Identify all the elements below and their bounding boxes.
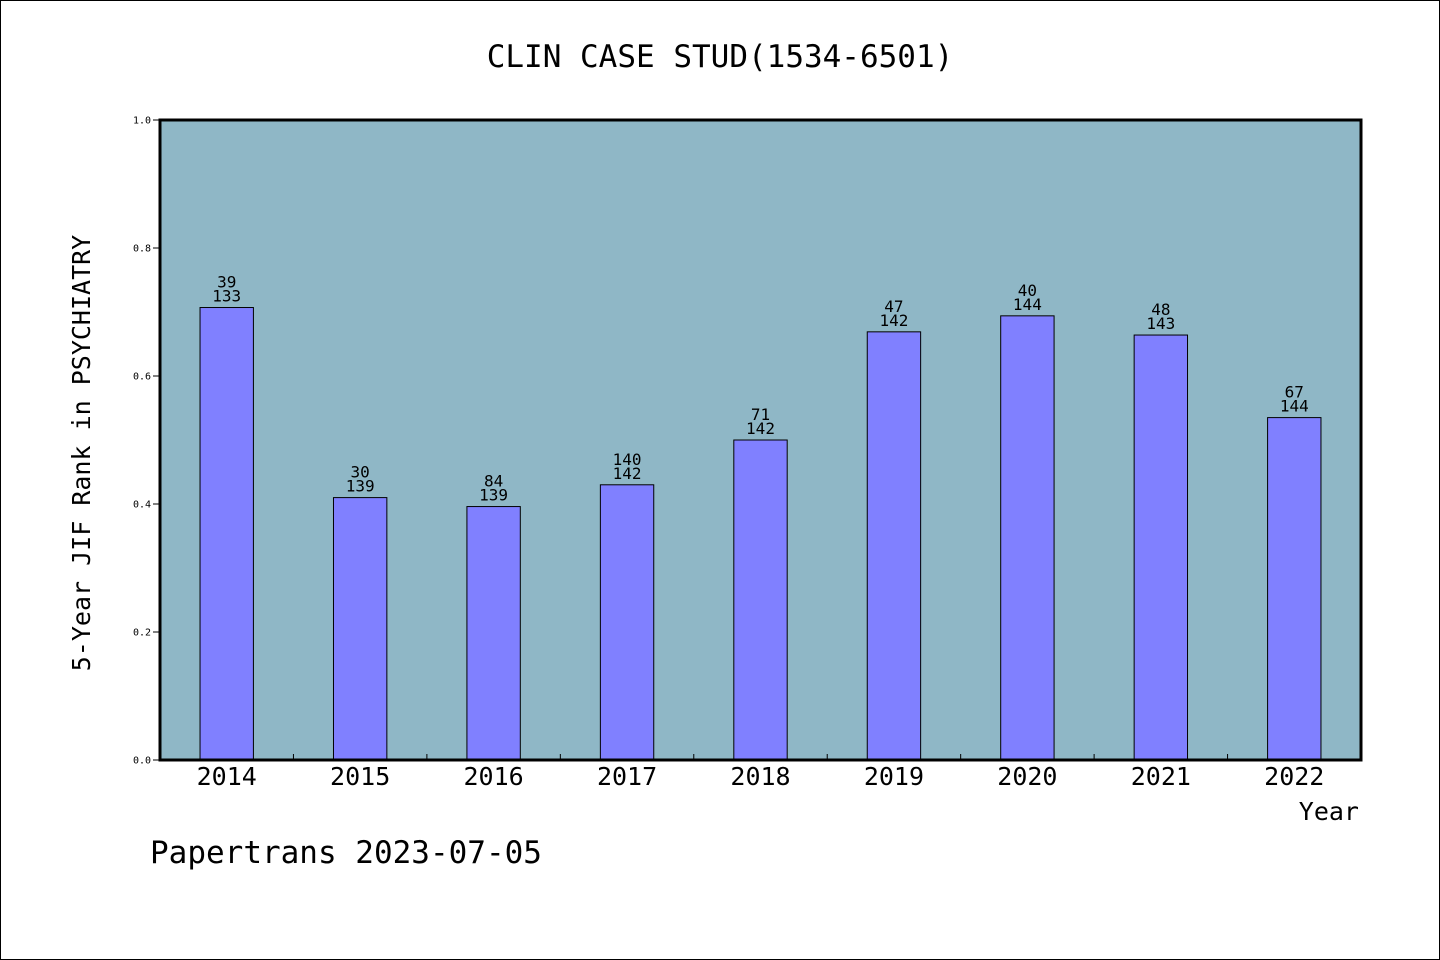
bar-total-label: 139: [479, 486, 508, 505]
bar: [466, 506, 521, 761]
bar-rank-label: 39: [217, 273, 236, 292]
y-tick-label: 0.0: [133, 756, 151, 767]
bar-rank-label: 71: [751, 405, 770, 424]
bar-rank-label: 140: [613, 450, 642, 469]
x-tick-label: 2015: [330, 762, 390, 791]
bar-total-label: 144: [1013, 295, 1042, 314]
y-axis-label: 5-Year JIF Rank in PSYCHIATRY: [67, 235, 96, 672]
bar-total-label: 133: [212, 287, 241, 306]
bar-rank-label: 40: [1018, 281, 1037, 300]
watermark: Papertrans 2023-07-05: [150, 835, 542, 871]
x-tick-label: 2016: [464, 762, 524, 791]
x-tick-label: 2020: [997, 762, 1057, 791]
chart-title: CLIN CASE STUD(1534-6501): [487, 39, 954, 75]
bar-rank-label: 48: [1151, 300, 1170, 319]
x-axis-label: Year: [1299, 797, 1359, 826]
x-tick-label: 2014: [197, 762, 257, 791]
y-tick-label: 0.4: [133, 500, 151, 511]
bar-rank-label: 30: [351, 463, 370, 482]
bar-total-label: 143: [1146, 314, 1175, 333]
bar: [866, 331, 922, 761]
bar: [332, 497, 388, 761]
x-tick-label: 2019: [864, 762, 924, 791]
y-tick-label: 0.6: [133, 372, 151, 383]
bar: [733, 439, 788, 761]
y-tick-label: 0.2: [133, 628, 151, 639]
plot-border: [158, 118, 1363, 762]
y-tick-label: 0.8: [133, 244, 151, 255]
bar-rank-label: 67: [1285, 383, 1304, 402]
bar: [599, 484, 655, 761]
bar-rank-label: 47: [884, 297, 903, 316]
bar-total-label: 142: [746, 419, 775, 438]
x-tick-label: 2018: [730, 762, 790, 791]
bar-total-label: 144: [1280, 397, 1309, 416]
x-tick-label: 2022: [1264, 762, 1324, 791]
bar: [199, 307, 254, 761]
y-tick-label: 1.0: [133, 116, 151, 127]
x-tick-label: 2021: [1131, 762, 1191, 791]
bar-total-label: 139: [346, 477, 375, 496]
x-tick-label: 2017: [597, 762, 657, 791]
y-axis: 0.0 0.2 0.4 0.6 0.8 1.0: [133, 116, 160, 767]
bar-rank-label: 84: [484, 472, 503, 491]
bar-total-label: 142: [613, 464, 642, 483]
bar: [1000, 315, 1055, 761]
bar: [1267, 417, 1322, 761]
bar: [1133, 334, 1189, 761]
bar-total-label: 142: [879, 311, 908, 330]
x-axis: 2014 2015 2016 2017 2018 2019 2020 2021 2022: [197, 754, 1324, 791]
